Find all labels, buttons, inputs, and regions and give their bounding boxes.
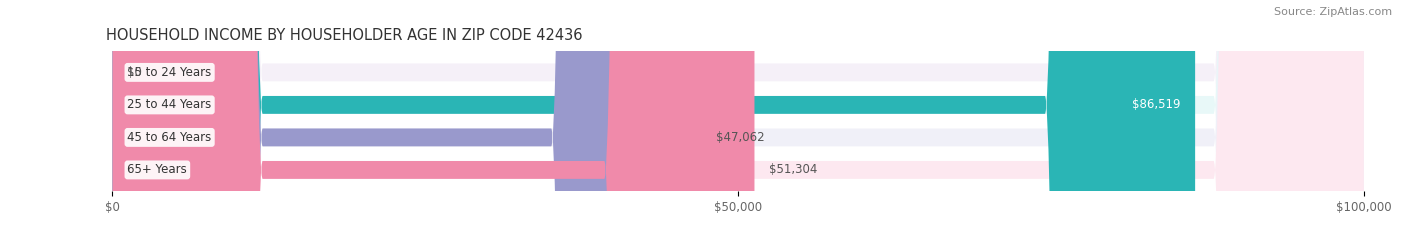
FancyBboxPatch shape bbox=[112, 0, 702, 233]
Text: $86,519: $86,519 bbox=[1132, 98, 1180, 111]
Text: 25 to 44 Years: 25 to 44 Years bbox=[128, 98, 212, 111]
Text: 65+ Years: 65+ Years bbox=[128, 163, 187, 176]
FancyBboxPatch shape bbox=[112, 0, 1364, 233]
FancyBboxPatch shape bbox=[112, 0, 1364, 233]
Text: HOUSEHOLD INCOME BY HOUSEHOLDER AGE IN ZIP CODE 42436: HOUSEHOLD INCOME BY HOUSEHOLDER AGE IN Z… bbox=[107, 28, 582, 43]
Text: $0: $0 bbox=[128, 66, 142, 79]
Text: $51,304: $51,304 bbox=[769, 163, 818, 176]
FancyBboxPatch shape bbox=[112, 0, 1195, 233]
Text: 45 to 64 Years: 45 to 64 Years bbox=[128, 131, 212, 144]
Text: 15 to 24 Years: 15 to 24 Years bbox=[128, 66, 212, 79]
FancyBboxPatch shape bbox=[112, 0, 1364, 233]
Text: Source: ZipAtlas.com: Source: ZipAtlas.com bbox=[1274, 7, 1392, 17]
FancyBboxPatch shape bbox=[112, 0, 755, 233]
Text: $47,062: $47,062 bbox=[717, 131, 765, 144]
FancyBboxPatch shape bbox=[112, 0, 1364, 233]
